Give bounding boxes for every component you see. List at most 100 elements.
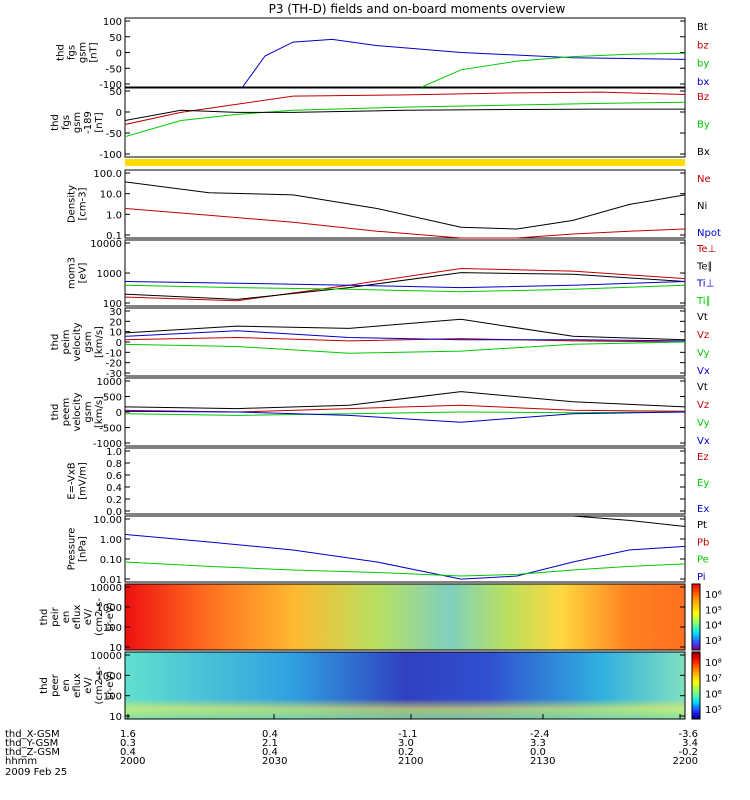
legend-Ne: Ne [697, 174, 711, 185]
colorbar [691, 651, 701, 720]
y-tick-label: 1.0 [106, 447, 122, 458]
status-bar [125, 159, 685, 166]
panel-frame [124, 169, 686, 239]
series-Ne [124, 208, 686, 239]
y-tick-label: 100 [103, 692, 122, 703]
y-tick-label: -20 [106, 359, 122, 370]
panel-frame [124, 307, 686, 377]
y-axis-label: thd [39, 609, 50, 626]
y-tick-label: 100 [103, 299, 122, 310]
y-axis-label: peim [61, 329, 72, 354]
legend-Te⊥: Te⊥ [696, 244, 716, 255]
y-tick-label: 50 [109, 87, 122, 98]
y-axis-label: peer [50, 673, 61, 697]
y-axis-label: velocity [72, 392, 83, 431]
y-axis-label: [mV/m] [78, 462, 89, 500]
y-tick-label: 0 [116, 49, 122, 60]
series-By [124, 101, 686, 138]
y-axis-label: en [61, 679, 72, 692]
series-Vx [124, 410, 686, 423]
y-tick-label: 0.4 [106, 483, 122, 494]
coord-value: 0.0 [530, 747, 546, 758]
y-axis-label: thd [39, 677, 50, 694]
y-axis-label: sr-eV) [105, 602, 116, 631]
coord-value: 2200 [673, 756, 698, 767]
y-axis-label: (cm2-s- [94, 666, 105, 704]
panel-8: 10.00 1.00 0.10 0.01 Pressure [nPa] Pt Pb Pe Pi [67, 515, 710, 586]
y-axis-label: eflux [72, 605, 83, 630]
panel-9: 10⁶ 10⁵ 10⁴ 10³ 10000 1000 100 10 thd peir en eflux… [39, 583, 722, 654]
y-tick-label: 500 [103, 393, 122, 404]
colorbar-tick-label: 10⁵ [705, 705, 722, 716]
y-tick-label: 100 [103, 623, 122, 634]
y-axis-label: gsm [78, 42, 89, 63]
y-axis-label: [nT] [89, 42, 100, 62]
y-tick-label: -100 [99, 150, 122, 161]
series-Vt [124, 318, 686, 341]
y-axis-label: velocity [72, 322, 83, 361]
legend-Te∥: Te∥ [696, 261, 713, 272]
panel-2: 50 0 -50 -100 thd fgs gsm -189 [nT] Bz By Bx [50, 87, 710, 161]
legend-Ez: Ez [697, 452, 709, 463]
y-tick-label: 100 [103, 17, 122, 28]
coord-row-label: thd_Z-GSM [5, 747, 60, 758]
series-Te∥ [124, 272, 686, 300]
legend-Bt: Bt [697, 22, 708, 33]
panel-frame [124, 87, 686, 158]
coord-value: 2030 [262, 756, 287, 767]
legend-Npot: Npot [697, 228, 721, 239]
coord-value: 0.4 [262, 747, 278, 758]
y-tick-label: 10 [109, 712, 122, 723]
series-Bx [124, 108, 685, 121]
y-tick-label: 1000 [97, 671, 122, 682]
panel-frame [124, 515, 686, 583]
coord-value: 2000 [120, 756, 145, 767]
coord-row-label: hhmm [5, 756, 37, 767]
legend-Vz: Vz [697, 330, 709, 341]
y-axis-label: sr-eV) [105, 671, 116, 700]
y-axis-label: en [61, 611, 72, 624]
series-Ni [124, 181, 686, 230]
y-tick-label: -1000 [93, 439, 122, 450]
y-tick-label: 0 [116, 408, 122, 419]
y-axis-label: eflux [72, 673, 83, 698]
y-tick-label: 1.00 [100, 535, 122, 546]
y-tick-label: 10 [109, 643, 122, 654]
colorbar-tick-label: 10⁵ [705, 605, 722, 616]
y-axis-label: Density [67, 185, 78, 223]
y-tick-label: 1000 [97, 269, 122, 280]
series-Vz [124, 336, 686, 343]
panel-1: 100 50 0 -50 -100 thd fgs gsm [nT] Bt bz by bx [56, 17, 710, 91]
coord-value: -2.4 [530, 729, 550, 740]
y-tick-label: 0.0 [106, 507, 122, 518]
colorbar-tick-label: 10⁴ [705, 621, 722, 632]
legend-Vy: Vy [697, 348, 710, 359]
legend-Ni: Ni [697, 201, 707, 212]
legend-by: by [697, 59, 709, 70]
y-tick-label: 0 [116, 338, 122, 349]
y-tick-label: -100 [99, 80, 122, 91]
legend-Pb: Pb [697, 537, 709, 548]
y-axis-label: gsm [83, 331, 94, 352]
legend-Pi: Pi [697, 572, 706, 583]
y-tick-label: 0.8 [106, 459, 122, 470]
series-Bz [124, 91, 686, 125]
y-axis-label: thd [56, 44, 67, 61]
y-tick-label: -30 [106, 369, 122, 380]
y-tick-label: 10 [109, 328, 122, 339]
y-axis-label: -189 [83, 111, 94, 134]
panel-3: 100.0 10.0 1.0 0.1 Density [cm-3] Ne Ni Npot [67, 169, 721, 242]
legend-Ex: Ex [697, 504, 709, 515]
y-tick-label: 100.0 [93, 169, 122, 180]
y-tick-label: -10 [106, 348, 122, 359]
colorbar-tick-label: 10⁸ [705, 658, 722, 669]
panel-7: 1.00.80.60.40.20.0 E=-VxB [mV/m] Ez Ey Ex [67, 447, 710, 518]
y-axis-label: thd [50, 114, 61, 131]
colorbar-tick-label: 10³ [705, 636, 722, 647]
panel-4: 10000 1000 100 mom3 [eV] Te⊥ Te∥ Ti⊥ Ti∥ [67, 239, 717, 310]
y-tick-label: 1000 [97, 603, 122, 614]
y-axis-label: peir [50, 606, 61, 626]
legend-Ti∥: Ti∥ [696, 296, 711, 307]
